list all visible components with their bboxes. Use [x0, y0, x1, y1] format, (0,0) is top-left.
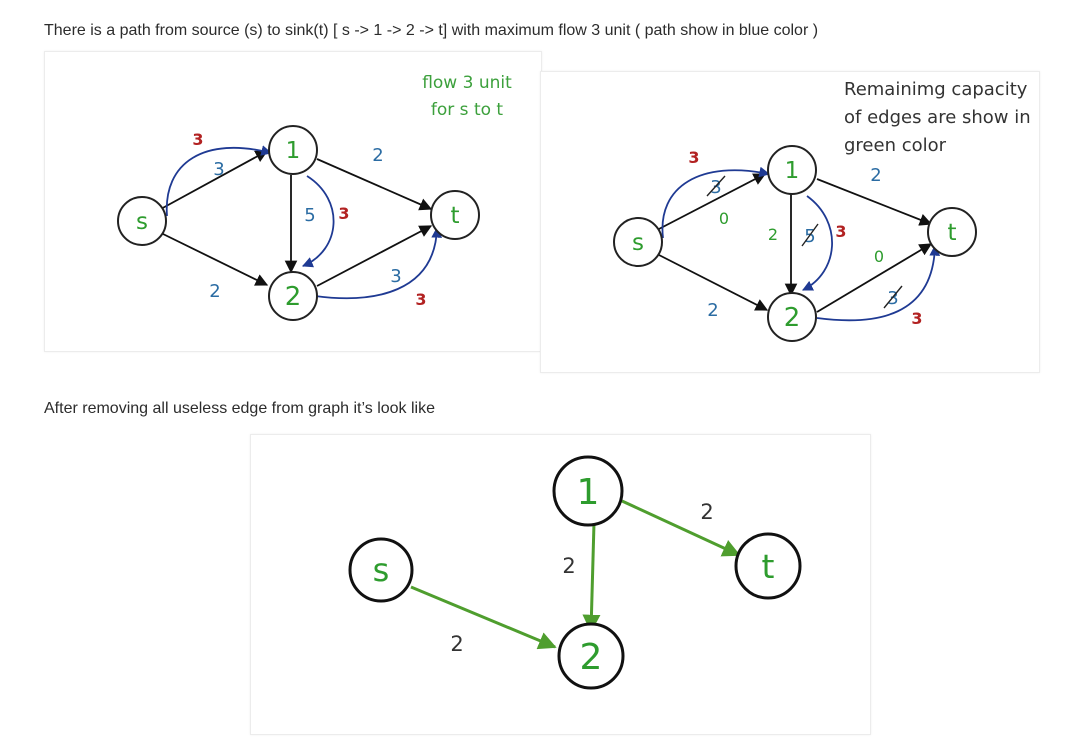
remaining-2-t: 0	[874, 247, 884, 266]
note-remaining-line1: Remainimg capacity	[844, 79, 1028, 100]
label-1-t: 2	[700, 500, 713, 524]
flow-path-s-1	[661, 166, 771, 239]
flow-2-t: 3	[911, 309, 922, 328]
edge-s-1	[656, 173, 767, 231]
strike-2-t	[883, 285, 903, 309]
flow-2-t: 3	[415, 290, 426, 309]
note-flow-line2: for s to t	[431, 100, 504, 120]
struck-cap-2-t: 3	[887, 288, 898, 309]
strike-1-2	[801, 223, 819, 247]
node-s: s	[348, 537, 414, 603]
node-t-label: t	[947, 220, 956, 246]
node-s-label: s	[373, 551, 390, 589]
struck-cap-s-1: 3	[710, 177, 721, 198]
edge-s-2	[160, 232, 269, 286]
node-t: t	[734, 532, 802, 600]
flow-path-1-2	[302, 175, 335, 268]
node-2: 2	[767, 292, 817, 342]
edge-1-2	[582, 522, 601, 633]
flow-path-s-1	[165, 145, 273, 217]
flow-path-2-t	[816, 244, 941, 322]
node-1: 1	[767, 145, 817, 195]
edge-s-2	[658, 254, 769, 311]
edge-1-t	[316, 158, 433, 211]
remaining-1-2: 2	[768, 225, 778, 244]
intro-text: There is a path from source (s) to sink(…	[44, 22, 819, 39]
flow-1-2: 3	[338, 204, 349, 223]
flow-s-1: 3	[688, 148, 699, 167]
after-text: After removing all useless edge from gra…	[44, 400, 435, 417]
strike-s-1	[706, 175, 726, 197]
edge-1-t	[621, 499, 741, 557]
cap-1-t: 2	[372, 145, 383, 166]
node-1: 1	[268, 125, 318, 175]
flow-s-1: 3	[192, 130, 203, 149]
cap-2-t: 3	[390, 266, 401, 287]
diagram-flow-path: s 1 2 t 3 2 5 2 3 3 3 3 flow 3 unit for …	[44, 51, 542, 352]
node-t: t	[430, 190, 480, 240]
label-s-2: 2	[450, 632, 463, 656]
node-s-label: s	[136, 209, 148, 235]
node-t-label: t	[762, 547, 775, 586]
flow-1-2: 3	[835, 222, 846, 241]
diagram-final-graph: s 1 2 t 2 2 2	[250, 434, 871, 735]
cap-s-2: 2	[707, 300, 718, 321]
label-1-2: 2	[562, 554, 575, 578]
cap-s-1: 3	[213, 159, 224, 180]
node-2: 2	[557, 622, 625, 690]
node-t-label: t	[450, 203, 459, 229]
flow-path-2-t	[314, 226, 443, 300]
node-s: s	[613, 217, 663, 267]
node-2-label: 2	[784, 303, 801, 333]
node-1-label: 1	[785, 158, 800, 184]
note-remaining-line3: green color	[844, 135, 947, 156]
edge-2-t	[816, 243, 933, 313]
node-s: s	[117, 196, 167, 246]
note-flow-line1: flow 3 unit	[422, 73, 512, 93]
edge-2-t	[316, 225, 433, 287]
cap-1-2: 5	[304, 205, 315, 226]
edge-s-2	[410, 585, 557, 650]
struck-cap-1-2: 5	[804, 226, 815, 247]
node-2: 2	[268, 271, 318, 321]
edge-s-1	[158, 150, 269, 211]
cap-s-2: 2	[209, 281, 220, 302]
node-1-label: 1	[286, 138, 301, 164]
edge-1-t	[816, 178, 933, 226]
diagram-residual-capacity: s 1 2 t 3 5 3 0 2 0 2 2 3 3 3 Remainimg …	[540, 71, 1040, 373]
node-t: t	[927, 207, 977, 257]
cap-1-t: 2	[870, 165, 881, 186]
node-2-label: 2	[285, 282, 302, 312]
node-2-label: 2	[580, 637, 603, 678]
node-s-label: s	[632, 230, 644, 256]
node-1: 1	[552, 455, 624, 527]
node-1-label: 1	[577, 472, 600, 513]
note-remaining-line2: of edges are show in	[844, 107, 1031, 128]
flow-path-1-2	[802, 195, 833, 291]
remaining-s-1: 0	[719, 209, 729, 228]
